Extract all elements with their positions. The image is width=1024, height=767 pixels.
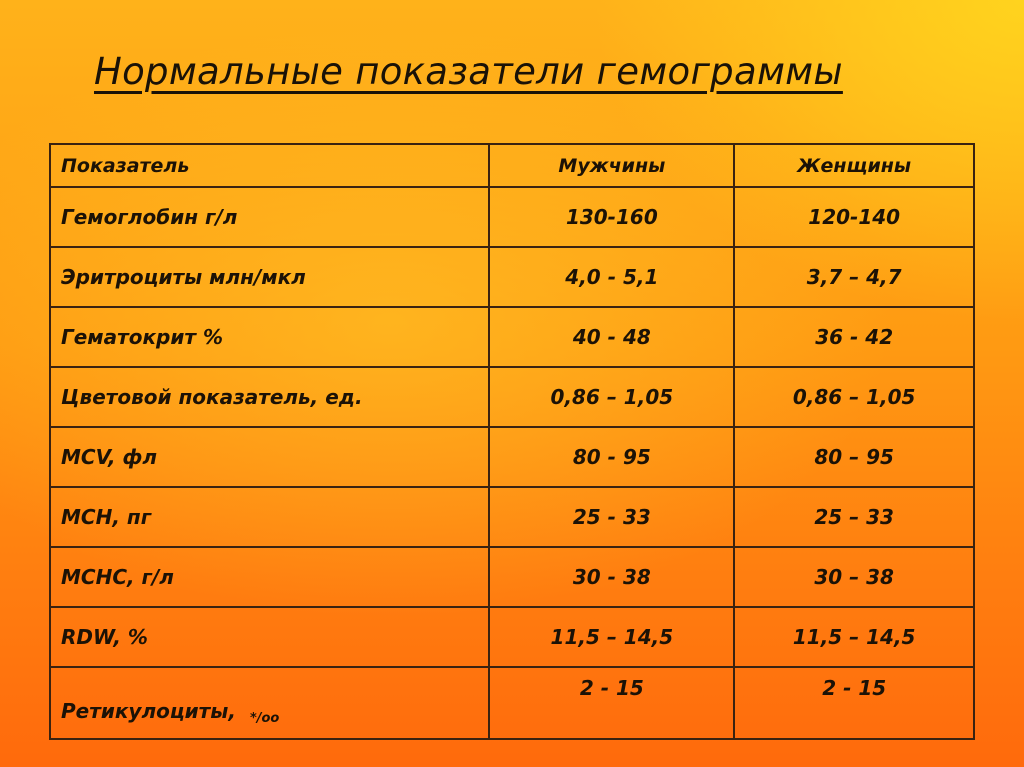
women-value-cell: 80 – 95 bbox=[733, 426, 975, 488]
men-value-cell: 80 - 95 bbox=[488, 426, 736, 488]
table-row: MCH, пг 25 - 33 25 – 33 bbox=[48, 486, 975, 548]
table-row: RDW, % 11,5 – 14,5 11,5 – 14,5 bbox=[48, 606, 975, 668]
hemogram-norms-table: Показатель Мужчины Женщины Гемоглобин г/… bbox=[48, 143, 975, 740]
table-header-row: Показатель Мужчины Женщины bbox=[48, 143, 975, 188]
women-value-cell: 30 – 38 bbox=[733, 546, 975, 608]
parameter-cell: Гематокрит % bbox=[48, 306, 491, 368]
header-women: Женщины bbox=[733, 143, 975, 188]
table-row: MCV, фл 80 - 95 80 – 95 bbox=[48, 426, 975, 488]
men-value-cell: 4,0 - 5,1 bbox=[488, 246, 736, 308]
women-value-cell: 2 - 15 bbox=[733, 666, 975, 740]
women-value-cell: 11,5 – 14,5 bbox=[733, 606, 975, 668]
parameter-cell: Ретикулоциты, */оо bbox=[48, 666, 491, 740]
parameter-cell: Эритроциты млн/мкл bbox=[48, 246, 491, 308]
table-row: Эритроциты млн/мкл 4,0 - 5,1 3,7 – 4,7 bbox=[48, 246, 975, 308]
parameter-cell: MCH, пг bbox=[48, 486, 491, 548]
parameter-cell: Гемоглобин г/л bbox=[48, 186, 491, 248]
parameter-label: Ретикулоциты, bbox=[61, 699, 236, 723]
parameter-cell: MCHC, г/л bbox=[48, 546, 491, 608]
women-value-cell: 0,86 – 1,05 bbox=[733, 366, 975, 428]
women-value-cell: 36 - 42 bbox=[733, 306, 975, 368]
men-value-cell: 2 - 15 bbox=[488, 666, 736, 740]
header-parameter: Показатель bbox=[48, 143, 491, 188]
parameter-cell: Цветовой показатель, ед. bbox=[48, 366, 491, 428]
table-row: MCHC, г/л 30 - 38 30 – 38 bbox=[48, 546, 975, 608]
table-row: Цветовой показатель, ед. 0,86 – 1,05 0,8… bbox=[48, 366, 975, 428]
page-title: Нормальные показатели гемограммы bbox=[94, 50, 843, 93]
table-row: Ретикулоциты, */оо 2 - 15 2 - 15 bbox=[48, 666, 975, 740]
parameter-cell: MCV, фл bbox=[48, 426, 491, 488]
parameter-unit: */оо bbox=[249, 711, 280, 726]
parameter-cell: RDW, % bbox=[48, 606, 491, 668]
men-value-cell: 40 - 48 bbox=[488, 306, 736, 368]
title-container: Нормальные показатели гемограммы bbox=[94, 50, 934, 93]
women-value-cell: 120-140 bbox=[733, 186, 975, 248]
header-men: Мужчины bbox=[488, 143, 736, 188]
men-value-cell: 11,5 – 14,5 bbox=[488, 606, 736, 668]
table-row: Гемоглобин г/л 130-160 120-140 bbox=[48, 186, 975, 248]
men-value-cell: 0,86 – 1,05 bbox=[488, 366, 736, 428]
table-row: Гематокрит % 40 - 48 36 - 42 bbox=[48, 306, 975, 368]
men-value-cell: 130-160 bbox=[488, 186, 736, 248]
men-value-cell: 30 - 38 bbox=[488, 546, 736, 608]
men-value-cell: 25 - 33 bbox=[488, 486, 736, 548]
women-value-cell: 25 – 33 bbox=[733, 486, 975, 548]
women-value-cell: 3,7 – 4,7 bbox=[733, 246, 975, 308]
